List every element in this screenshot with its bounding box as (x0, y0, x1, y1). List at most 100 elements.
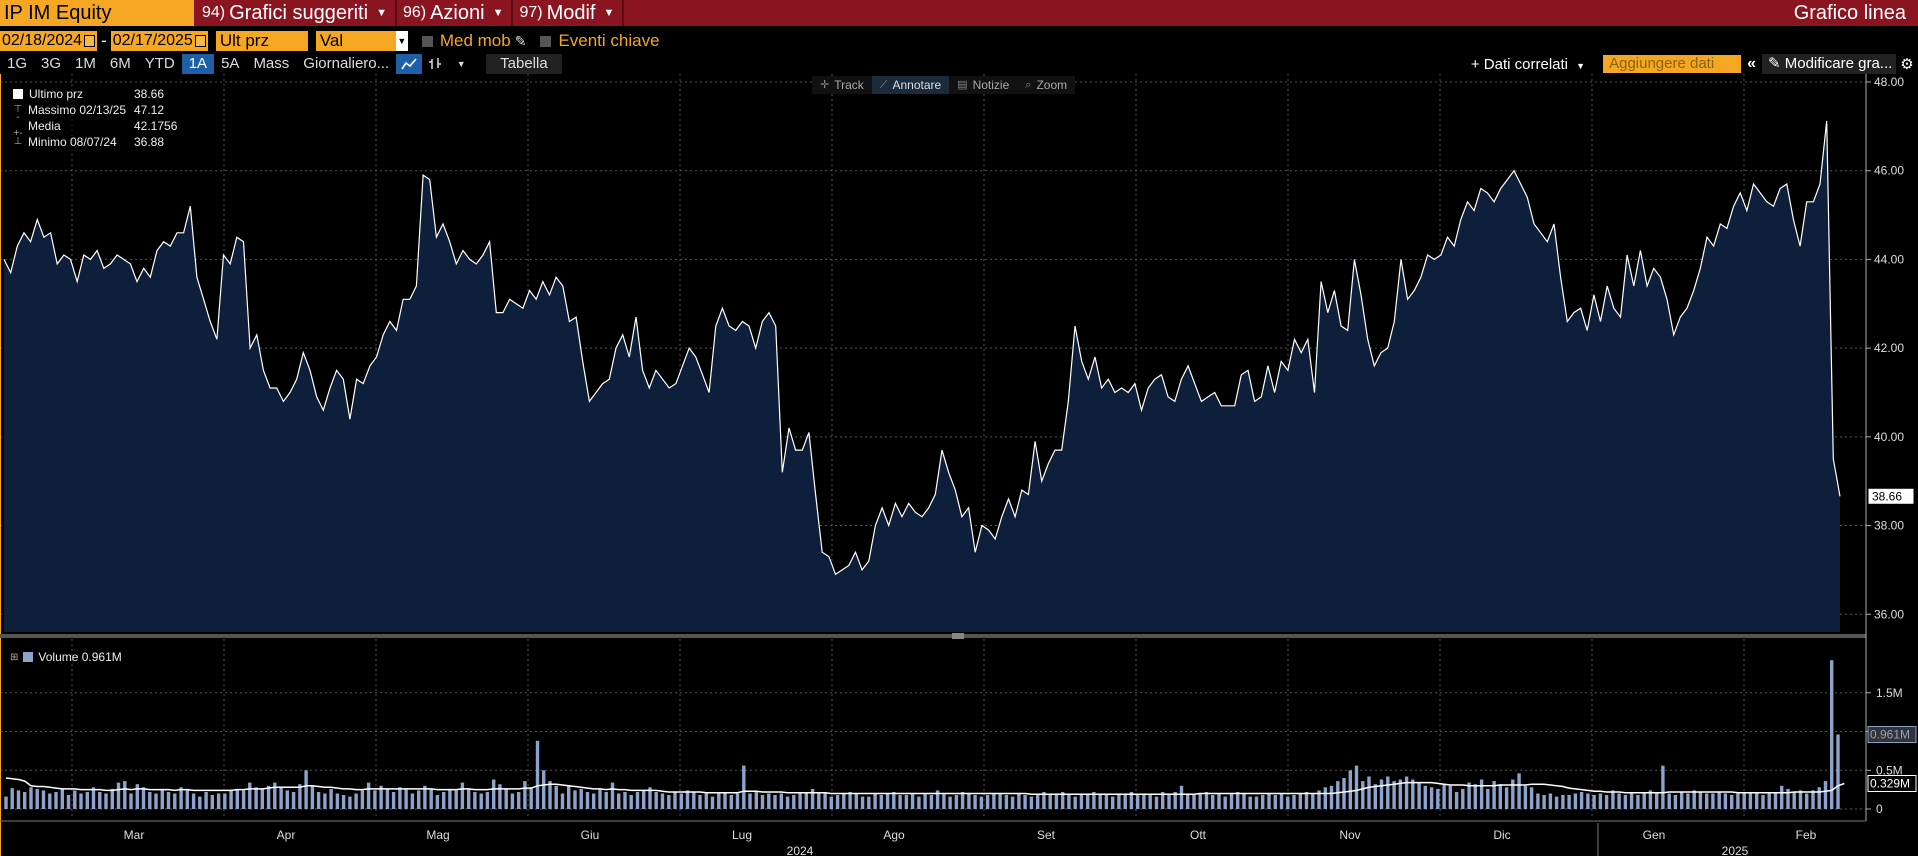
volume-average-line (5, 777, 1845, 796)
price-tick-label: 36.00 (1874, 607, 1904, 621)
volume-bar (391, 792, 396, 809)
volume-bar (1154, 796, 1159, 809)
volume-bar (754, 792, 758, 809)
legend-label: Massimo 02/13/25 (28, 103, 127, 117)
low-marker-icon: ⊥ (13, 136, 23, 147)
line-chart-icon[interactable] (396, 54, 423, 74)
volume-bar (66, 795, 71, 809)
volume-bar (54, 792, 58, 809)
period-1d[interactable]: 1G (7, 55, 28, 72)
start-date-field[interactable]: 02/18/2024 (0, 31, 98, 51)
volume-bar (1479, 779, 1484, 809)
volume-bar (892, 792, 896, 809)
volume-legend[interactable]: ⊞ Volume 0.961M (10, 650, 122, 664)
last-volume-label: 0.961M (1870, 728, 1910, 742)
legend-value: 36.88 (134, 135, 165, 149)
series-swatch (13, 89, 23, 99)
period-1m[interactable]: 1M (75, 55, 96, 72)
volume-bar (785, 796, 790, 809)
modify-chart-button[interactable]: ✎ Modificare gra... (1762, 54, 1896, 74)
volume-bar (717, 793, 721, 809)
volume-bar (1730, 795, 1734, 809)
chevron-down-icon[interactable]: ▼ (456, 59, 466, 69)
volume-bar (535, 740, 540, 809)
volume-bar (1436, 788, 1440, 809)
volume-bar (1811, 790, 1815, 809)
volume-bar (1629, 792, 1634, 809)
gear-icon[interactable]: ⚙ (1900, 56, 1914, 73)
chevron-down-icon[interactable]: ▼ (395, 31, 408, 51)
volume-bar (1692, 790, 1696, 809)
volume-bar (1504, 787, 1509, 809)
volume-bar (1636, 795, 1640, 809)
period-max[interactable]: Mass (253, 55, 290, 72)
menu-actions[interactable]: 96) Azioni ▼ (397, 0, 514, 26)
volume-bar (1373, 784, 1377, 809)
add-data-input[interactable]: Aggiungere dati (1603, 55, 1742, 73)
volume-bar (767, 793, 771, 809)
volume-bar (241, 790, 246, 809)
volume-bar (660, 793, 665, 809)
volume-bar (260, 788, 264, 809)
volume-bar (216, 793, 221, 809)
volume-bar (310, 785, 315, 810)
volume-bar (360, 790, 365, 809)
legend-row[interactable]: Ultimo prz 38.66 (12, 86, 184, 102)
related-data-button[interactable]: + Dati correlati ▼ (1461, 56, 1595, 73)
field-selector[interactable]: Ult prz (215, 31, 308, 51)
zoom-tool[interactable]: ⌕ Zoom (1017, 76, 1075, 94)
frequency-selector[interactable]: Giornaliero... (303, 55, 390, 72)
volume-bar (1254, 796, 1259, 809)
volume-tick-label: 0 (1876, 802, 1883, 816)
menu-suggested-charts[interactable]: 94) Grafici suggeriti ▼ (196, 0, 397, 26)
legend-value: 47.12 (134, 103, 165, 117)
end-date-field[interactable]: 02/17/2025 (110, 31, 208, 51)
period-3d[interactable]: 3G (41, 55, 62, 72)
menu-label: Azioni (430, 1, 485, 24)
currency-selector[interactable]: Val locale (315, 31, 396, 70)
moving-average-checkbox[interactable]: Med mob ✎ (421, 31, 527, 51)
volume-bar (35, 788, 39, 809)
legend-row: -+- Media 42.1756 (12, 112, 184, 139)
key-events-checkbox[interactable]: Eventi chiave (540, 31, 660, 51)
volume-bar (1223, 796, 1227, 809)
volume-bar (1217, 793, 1221, 809)
volume-bar (1048, 795, 1052, 809)
volume-series (4, 660, 1845, 810)
price-volume-chart[interactable]: 48.00 46.00 44.00 42.00 40.00 38.00 36.00 38.66… (0, 74, 1918, 856)
table-button[interactable]: Tabella (486, 54, 562, 74)
period-5y[interactable]: 5A (221, 55, 240, 72)
expand-icon[interactable]: ⊞ (10, 651, 19, 663)
pencil-icon[interactable]: ✎ (514, 32, 527, 49)
ohlc-icon[interactable] (422, 54, 448, 74)
period-ytd[interactable]: YTD (144, 55, 175, 72)
news-tool[interactable]: ▤ Notizie (949, 76, 1017, 94)
volume-bar (460, 782, 465, 809)
checkbox-icon (421, 35, 433, 47)
volume-bar (1298, 793, 1302, 809)
annotate-tool[interactable]: ⟋ Annotare (871, 76, 950, 94)
volume-bar (685, 790, 690, 809)
volume-bar (985, 795, 990, 809)
volume-bar (410, 793, 415, 809)
volume-bar (1442, 784, 1446, 809)
month-label: Lug (732, 828, 752, 842)
calendar-icon[interactable] (84, 35, 96, 47)
collapse-icon[interactable]: « (1747, 55, 1756, 72)
period-6m[interactable]: 6M (109, 55, 131, 72)
ticker-input[interactable]: IP IM Equity (0, 0, 196, 26)
volume-bar (798, 792, 802, 809)
volume-bar (567, 785, 571, 810)
track-tool[interactable]: ✛ Track (812, 76, 872, 94)
menu-modify[interactable]: 97) Modif ▼ (513, 0, 625, 26)
volume-bar (23, 792, 27, 809)
volume-bar (792, 795, 796, 809)
volume-bar (1542, 795, 1546, 809)
volume-bar (1104, 795, 1109, 809)
volume-bar (1342, 778, 1346, 809)
volume-bar (166, 792, 171, 809)
calendar-icon[interactable] (194, 35, 206, 47)
volume-bar (1667, 793, 1671, 809)
volume-bar (679, 793, 683, 809)
period-1y[interactable]: 1A (181, 54, 215, 74)
